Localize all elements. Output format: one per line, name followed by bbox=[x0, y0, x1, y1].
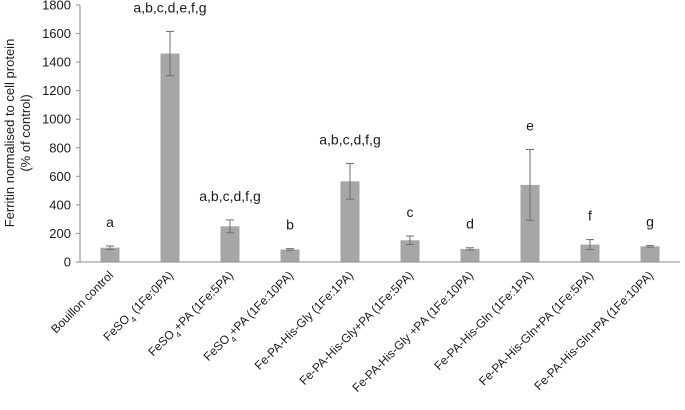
significance-labels: a a,b,c,d,e,f,g a,b,c,d,f,g b a,b,c,d,f,g c d e… bbox=[106, 0, 654, 233]
y-tick-label: 1600 bbox=[42, 26, 71, 41]
y-tick-label: 200 bbox=[49, 226, 71, 241]
y-tick-label: 400 bbox=[49, 197, 71, 212]
significance-label: a,b,c,d,f,g bbox=[319, 131, 380, 147]
bar bbox=[580, 244, 600, 262]
significance-label: a bbox=[106, 214, 114, 230]
x-tick-label: Fe-PA-His-Gly (1Fe:1PA) bbox=[252, 268, 356, 372]
significance-label: c bbox=[407, 204, 414, 220]
bar bbox=[160, 53, 180, 262]
y-tick-label: 1000 bbox=[42, 112, 71, 127]
x-tick-label: Fe-PA-His-Gln+PA (1Fe:5PA) bbox=[476, 268, 596, 388]
y-tick-label: 1400 bbox=[42, 55, 71, 70]
y-tick-label: 1800 bbox=[42, 0, 71, 13]
y-tick-label: 800 bbox=[49, 140, 71, 155]
significance-label: e bbox=[526, 117, 534, 133]
x-tick-label: Fe-PA-His-Gly +PA (1Fe:10PA) bbox=[350, 268, 477, 395]
bar bbox=[460, 248, 480, 262]
significance-label: d bbox=[466, 216, 474, 232]
bar bbox=[100, 247, 120, 262]
y-tick-label: 1200 bbox=[42, 83, 71, 98]
y-tick-label: 0 bbox=[64, 255, 71, 270]
x-tick-label: Bouillon control bbox=[48, 268, 116, 336]
significance-label: g bbox=[646, 213, 654, 229]
x-tick-label: Fe-PA-His-Gln (1Fe:1PA) bbox=[431, 268, 536, 373]
bars bbox=[100, 30, 660, 262]
bar bbox=[280, 249, 300, 262]
bar bbox=[220, 226, 240, 262]
y-axis-label-line: Ferritin normalised to cell protein bbox=[2, 39, 17, 228]
significance-label: b bbox=[286, 217, 294, 233]
bar bbox=[640, 246, 660, 262]
significance-label: a,b,c,d,f,g bbox=[199, 188, 260, 204]
significance-label: f bbox=[588, 208, 592, 224]
y-axis-label-line: (% of control) bbox=[18, 94, 33, 171]
significance-label: a,b,c,d,e,f,g bbox=[133, 0, 206, 15]
y-tick-label: 600 bbox=[49, 169, 71, 184]
x-tick-label: Fe-PA-His-Gly+PA (1Fe:5PA) bbox=[297, 268, 417, 388]
bar bbox=[340, 181, 360, 262]
bar bbox=[400, 240, 420, 262]
bar bbox=[520, 184, 540, 262]
y-axis: 0 200 400 600 800 1000 1200 1400 1600 1800 bbox=[42, 0, 81, 270]
x-tick-label: Fe-PA-His-Gln+PA (1Fe:10PA) bbox=[531, 268, 656, 393]
y-axis-label: Ferritin normalised to cell protein (% of… bbox=[2, 39, 33, 228]
